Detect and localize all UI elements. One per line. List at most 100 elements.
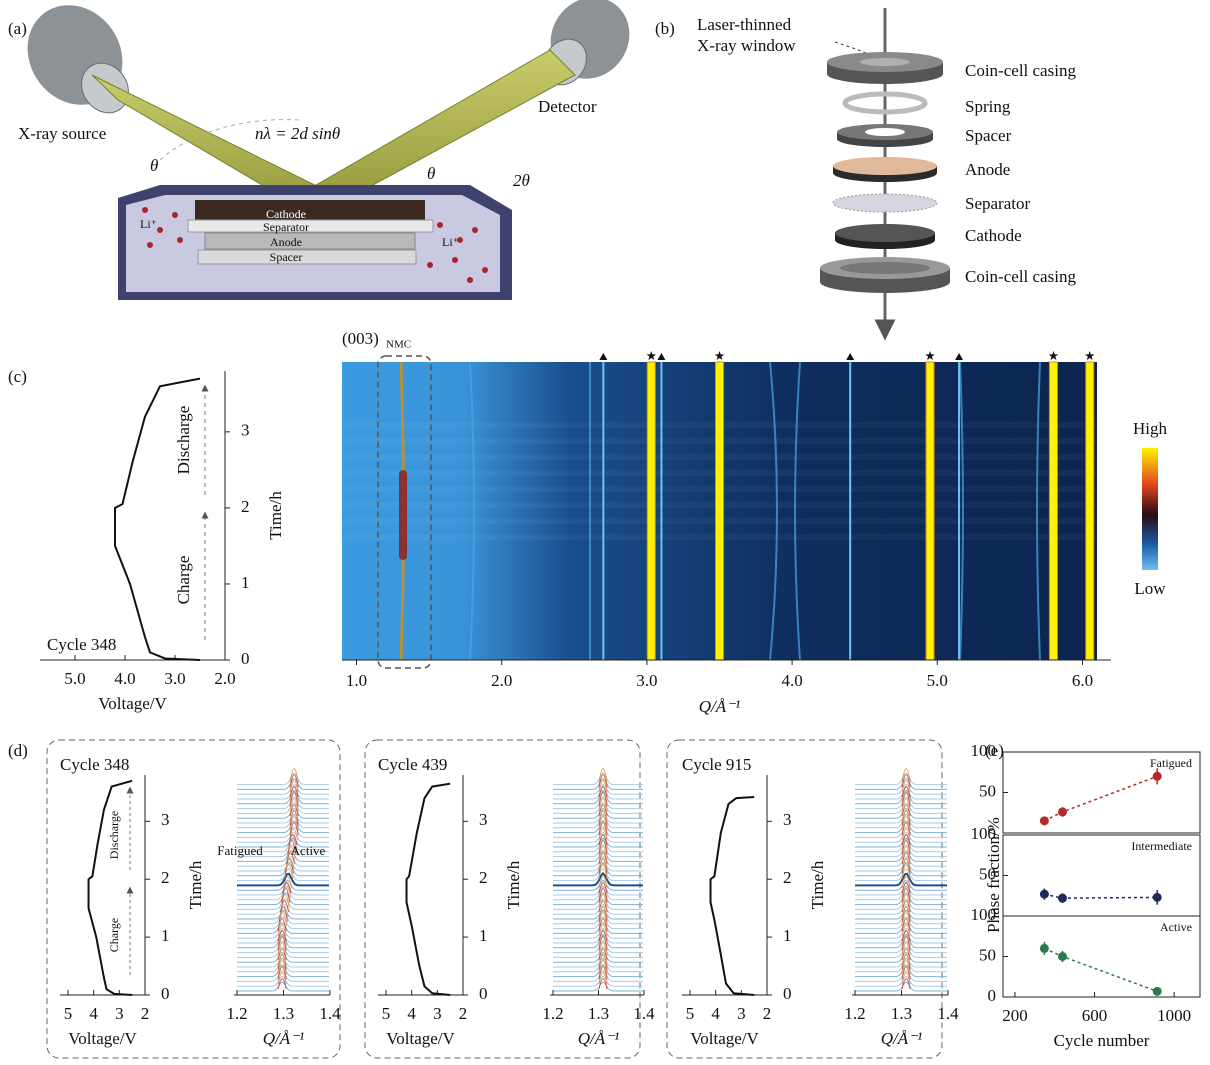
label: X-ray source — [18, 124, 106, 143]
x-tick-label: 5 — [64, 1004, 73, 1023]
x-tick-label: 3 — [115, 1004, 124, 1023]
x-tick-label: 3.0 — [164, 669, 185, 688]
diffraction-trace — [553, 911, 643, 924]
data-point — [1058, 807, 1067, 816]
x-tick-label: 1.4 — [937, 1004, 959, 1023]
x-tick-label: 1.2 — [542, 1004, 563, 1023]
layer-label: Separator — [263, 220, 309, 234]
star-marker — [1049, 351, 1059, 360]
x-tick-label: 2 — [763, 1004, 772, 1023]
equation: nλ = 2d sinθ — [255, 124, 340, 143]
data-point — [1153, 893, 1162, 902]
y-tick-label: 0 — [241, 649, 250, 668]
y-tick-label: 100 — [971, 905, 997, 924]
diffraction-trace — [237, 791, 329, 804]
label: Laser-thinned — [697, 15, 792, 34]
y-axis-label: Time/h — [808, 860, 827, 909]
diffraction-trace — [855, 935, 947, 948]
layer-label: Separator — [965, 194, 1030, 213]
label: X-ray window — [697, 36, 796, 55]
x-axis-label: Cycle number — [1054, 1031, 1150, 1050]
x-tick-label: 5 — [686, 1004, 695, 1023]
reflection-line — [1049, 362, 1057, 660]
y-tick-label: 1 — [479, 926, 488, 945]
data-point — [1040, 944, 1049, 953]
diffraction-trace — [553, 791, 643, 804]
coin-cell-diagram — [820, 8, 950, 330]
x-tick-label: 2.0 — [214, 669, 235, 688]
angle-label: θ — [427, 164, 435, 183]
annotation: Charge — [174, 556, 193, 605]
colorbar — [1142, 448, 1158, 570]
diffraction-trace — [553, 893, 643, 905]
panel-label: (c) — [8, 367, 27, 386]
x-tick-label: 1.4 — [633, 1004, 655, 1023]
diffraction-trace — [553, 797, 643, 809]
x-tick-label: 1.2 — [844, 1004, 865, 1023]
chart-title-subscript: NMC — [386, 339, 411, 351]
triangle-marker — [846, 353, 854, 360]
layer-label: Anode — [270, 235, 302, 249]
y-tick-label: 50 — [979, 945, 996, 964]
x-tick-label: 200 — [1002, 1006, 1028, 1025]
diffraction-diagram — [8, 0, 645, 300]
x-tick-label: 4 — [89, 1004, 98, 1023]
x-tick-label: 1000 — [1157, 1006, 1191, 1025]
diffraction-trace — [553, 821, 643, 833]
series-label: Fatigued — [1150, 756, 1192, 770]
y-tick-label: 1 — [783, 926, 792, 945]
diffraction-trace — [553, 863, 643, 876]
x-axis-label: Voltage/V — [690, 1029, 759, 1048]
diffraction-trace — [553, 839, 643, 852]
layer-label: Cathode — [965, 226, 1022, 245]
diffraction-trace — [855, 773, 947, 785]
layer-label: Coin-cell casing — [965, 267, 1076, 286]
data-point — [1040, 816, 1049, 825]
data-point — [1153, 772, 1162, 781]
y-tick-label: 3 — [783, 810, 792, 829]
diffraction-trace — [855, 839, 947, 852]
panel-title: Cycle 348 — [60, 755, 129, 774]
y-tick-label: 50 — [979, 781, 996, 800]
star-marker — [925, 351, 935, 360]
y-tick-label: 1 — [161, 926, 170, 945]
reflection-line — [716, 362, 724, 660]
y-tick-label: 2 — [241, 497, 250, 516]
chart-title: (003) — [342, 329, 379, 348]
x-tick-label: 4.0 — [114, 669, 135, 688]
diffraction-trace — [553, 959, 643, 972]
diffraction-trace — [237, 773, 329, 785]
y-tick-label: 0 — [988, 986, 997, 1005]
diffraction-trace — [553, 917, 643, 929]
ion-label: Li⁺ — [442, 235, 459, 249]
x-axis-label: Voltage/V — [386, 1029, 455, 1048]
y-tick-label: 2 — [783, 868, 792, 887]
x-axis-label: Voltage/V — [98, 694, 167, 713]
diffraction-trace — [553, 815, 643, 828]
data-point — [1040, 890, 1049, 899]
angle-label: θ — [150, 156, 158, 175]
y-tick-label: 1 — [241, 573, 250, 592]
y-tick-label: 2 — [479, 868, 488, 887]
reflection-line — [1086, 362, 1094, 660]
layer-label: Spacer — [270, 250, 303, 264]
angle-label: 2θ — [513, 171, 530, 190]
y-tick-label: 100 — [971, 824, 997, 843]
annotation: Discharge — [174, 406, 193, 475]
x-tick-label: 1.4 — [319, 1004, 341, 1023]
x-tick-label: 1.3 — [273, 1004, 294, 1023]
star-marker — [647, 351, 657, 360]
layer-label: Coin-cell casing — [965, 61, 1076, 80]
x-tick-label: 1.3 — [588, 1004, 609, 1023]
data-point — [1058, 952, 1067, 961]
diffraction-trace — [553, 873, 643, 885]
diffraction-trace — [855, 887, 947, 900]
y-axis-label: Time/h — [266, 491, 285, 540]
x-tick-label: 6.0 — [1072, 671, 1093, 690]
diffraction-trace — [553, 869, 643, 881]
triangle-marker — [599, 353, 607, 360]
y-tick-label: 0 — [479, 984, 488, 1003]
diffraction-trace — [553, 845, 643, 857]
diffraction-trace — [553, 887, 643, 900]
x-tick-label: 3 — [433, 1004, 442, 1023]
